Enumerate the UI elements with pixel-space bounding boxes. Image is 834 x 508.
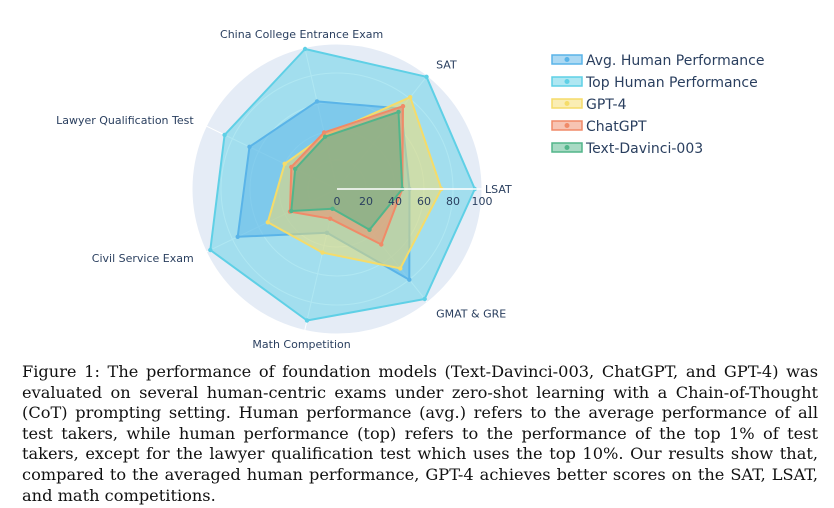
legend-label: GPT-4: [586, 97, 627, 113]
axis-label-lsat: LSAT: [485, 183, 512, 196]
data-point-avg-human-performance: [235, 234, 240, 239]
data-point-top-human-performance: [222, 132, 227, 138]
legend-label: ChatGPT: [586, 119, 647, 135]
legend-item-top-human-performance[interactable]: Top Human Performance: [551, 75, 758, 91]
data-point-top-human-performance: [424, 74, 429, 80]
data-point-gpt-4: [398, 266, 403, 271]
legend-marker: [564, 123, 570, 128]
legend-marker: [564, 101, 570, 106]
data-point-top-human-performance: [304, 318, 310, 323]
data-point-text-davinci-003: [322, 134, 328, 139]
data-point-avg-human-performance: [407, 277, 412, 282]
series-area-text-davinci-003: [290, 110, 404, 231]
data-point-text-davinci-003: [330, 206, 335, 211]
radial-ticks: 0 20 40 60 80 100: [334, 188, 493, 208]
data-point-chatgpt: [400, 104, 406, 109]
axis-label-lawyer-qualification-test: Lawyer Qualification Test: [56, 114, 194, 127]
legend-label: Text-Davinci-003: [585, 141, 703, 157]
radar-series: [208, 46, 477, 323]
radial-tick-label: 60: [417, 195, 431, 208]
data-point-gpt-4: [408, 95, 413, 100]
data-point-gpt-4: [320, 250, 325, 255]
legend-item-chatgpt[interactable]: ChatGPT: [551, 119, 647, 135]
legend: Avg. Human Performance Top Human Performa…: [551, 53, 765, 157]
data-point-gpt-4: [265, 220, 270, 225]
legend-label: Avg. Human Performance: [586, 53, 765, 69]
legend-marker: [564, 57, 570, 62]
data-point-top-human-performance: [208, 247, 213, 253]
legend-marker: [564, 79, 570, 84]
legend-label: Top Human Performance: [585, 75, 758, 91]
axis-labels: LSAT SAT China College Entrance Exam Lawyer…: [56, 28, 512, 351]
data-point-chatgpt: [289, 164, 294, 170]
data-point-chatgpt: [321, 130, 327, 135]
axis-label-gmat-gre: GMAT & GRE: [436, 307, 506, 320]
data-point-avg-human-performance: [314, 99, 320, 104]
radar-chart: 0 20 40 60 80 100 LSAT SAT China College Entran…: [56, 28, 765, 351]
data-point-chatgpt: [328, 216, 333, 221]
axis-label-china-college-entrance-exam: China College Entrance Exam: [220, 28, 383, 41]
data-point-top-human-performance: [302, 46, 308, 52]
data-point-text-davinci-003: [367, 227, 372, 232]
axis-label-civil-service-exam: Civil Service Exam: [92, 252, 194, 265]
data-point-avg-human-performance: [247, 144, 252, 149]
radial-tick-label: 40: [388, 195, 402, 208]
legend-item-gpt-4[interactable]: GPT-4: [551, 97, 627, 113]
figure-caption: Figure 1: The performance of foundation …: [22, 362, 818, 505]
legend-marker: [564, 145, 570, 150]
data-point-text-davinci-003: [289, 208, 294, 214]
axis-label-sat: SAT: [436, 59, 457, 72]
axis-label-math-competition: Math Competition: [252, 338, 350, 351]
legend-item-text-davinci-003[interactable]: Text-Davinci-003: [551, 141, 703, 157]
data-point-chatgpt: [379, 242, 384, 247]
radial-tick-label: 0: [334, 195, 341, 208]
radial-tick-label: 100: [472, 195, 493, 208]
radial-tick-label: 20: [359, 195, 373, 208]
data-point-text-davinci-003: [293, 166, 298, 172]
data-point-top-human-performance: [422, 296, 427, 302]
data-point-text-davinci-003: [396, 109, 401, 115]
legend-item-avg-human-performance[interactable]: Avg. Human Performance: [551, 53, 765, 69]
data-point-gpt-4: [282, 161, 287, 166]
radial-tick-label: 80: [446, 195, 460, 208]
